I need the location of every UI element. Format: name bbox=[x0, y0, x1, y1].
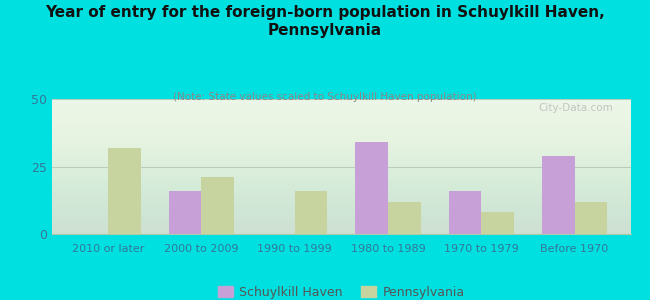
Bar bbox=[168, 191, 202, 234]
Legend: Schuylkill Haven, Pennsylvania: Schuylkill Haven, Pennsylvania bbox=[213, 281, 470, 300]
Bar bbox=[294, 191, 327, 234]
Text: Year of entry for the foreign-born population in Schuylkill Haven,
Pennsylvania: Year of entry for the foreign-born popul… bbox=[45, 4, 605, 38]
Bar bbox=[542, 156, 575, 234]
Bar bbox=[108, 148, 140, 234]
Text: (Note: State values scaled to Schuylkill Haven population): (Note: State values scaled to Schuylkill… bbox=[173, 92, 477, 101]
Bar bbox=[481, 212, 514, 234]
Bar bbox=[448, 191, 481, 234]
Bar bbox=[575, 202, 607, 234]
Bar bbox=[388, 202, 421, 234]
Text: City-Data.com: City-Data.com bbox=[538, 103, 613, 113]
Bar bbox=[356, 142, 388, 234]
Bar bbox=[202, 177, 234, 234]
